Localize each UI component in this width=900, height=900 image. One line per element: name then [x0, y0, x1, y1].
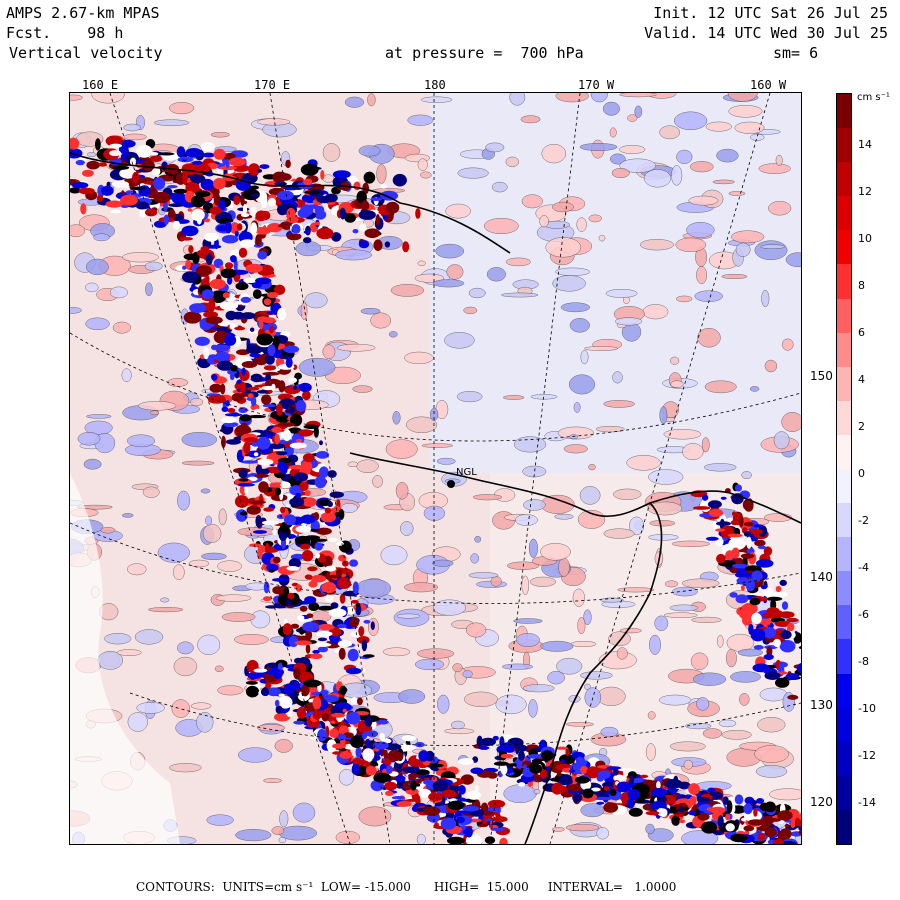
coastline — [70, 152, 801, 844]
station-marker — [447, 480, 455, 488]
colorbar-segment — [837, 673, 851, 709]
colorbar-label: 2 — [858, 420, 865, 433]
colorbar-segment — [837, 230, 851, 265]
colorbar-segment — [837, 707, 851, 743]
colorbar-label: -14 — [858, 796, 876, 809]
colorbar-label: 6 — [858, 326, 865, 339]
colorbar-segment — [837, 605, 851, 640]
colorbar-label: -8 — [858, 655, 869, 668]
colorbar-segment — [837, 469, 851, 504]
forecast-hour: Fcst. 98 h — [6, 24, 124, 42]
smoothing-label: sm= 6 — [773, 44, 819, 62]
lon-label-170e: 170 E — [254, 78, 291, 92]
colorbar-label: 10 — [858, 232, 872, 245]
colorbar-segment — [837, 775, 851, 811]
no-data-region-west — [70, 473, 180, 844]
contour-info: CONTOURS: UNITS=cm s⁻¹ LOW= -15.000 HIGH… — [136, 880, 677, 894]
colorbar-segment — [837, 94, 851, 129]
colorbar-segment — [837, 503, 851, 538]
colorbar-label: -4 — [858, 561, 869, 574]
lon-label-170w: 170 W — [578, 78, 615, 92]
colorbar-segment — [837, 298, 851, 334]
pressure-level: at pressure = 700 hPa — [385, 44, 584, 62]
colorbar-segment — [837, 128, 851, 163]
colorbar-segment — [837, 741, 851, 777]
colorbar-segment — [837, 537, 851, 572]
colorbar-segment — [837, 434, 851, 470]
lon-label-160e: 160 E — [82, 78, 119, 92]
colorbar-segment — [837, 571, 851, 606]
colorbar-label: 12 — [858, 185, 872, 198]
colorbar-label: -10 — [858, 702, 876, 715]
valid-time: Valid. 14 UTC Wed 30 Jul 25 — [644, 24, 888, 42]
colorbar-segment — [837, 264, 851, 300]
lon-label-180: 180 — [424, 78, 446, 92]
colorbar-label: 4 — [858, 373, 865, 386]
colorbar-segment — [837, 809, 851, 845]
station-label: NGL — [456, 467, 477, 478]
colorbar-label: 14 — [858, 138, 872, 151]
colorbar-segment — [837, 196, 851, 231]
lon-label-160w: 160 W — [750, 78, 787, 92]
colorbar-label: 0 — [858, 467, 865, 480]
colorbar-segment — [837, 332, 851, 368]
init-time: Init. 12 UTC Sat 26 Jul 25 — [653, 4, 888, 22]
graticule — [70, 93, 801, 844]
field-name: Vertical velocity — [9, 44, 163, 62]
colorbar-segment — [837, 639, 851, 675]
vertical-velocity-map: NGL — [69, 92, 802, 845]
colorbar-label: -6 — [858, 608, 869, 621]
model-title: AMPS 2.67-km MPAS — [6, 4, 160, 22]
colorbar-units: cm s⁻¹ — [857, 92, 890, 103]
colorbar-segment — [837, 366, 851, 402]
colorbar-segment — [837, 162, 851, 197]
colorbar-label: -2 — [858, 514, 869, 527]
colorbar-label: 8 — [858, 279, 865, 292]
colorbar-segment — [837, 400, 851, 436]
colorbar — [836, 93, 852, 845]
colorbar-label: -12 — [858, 749, 876, 762]
